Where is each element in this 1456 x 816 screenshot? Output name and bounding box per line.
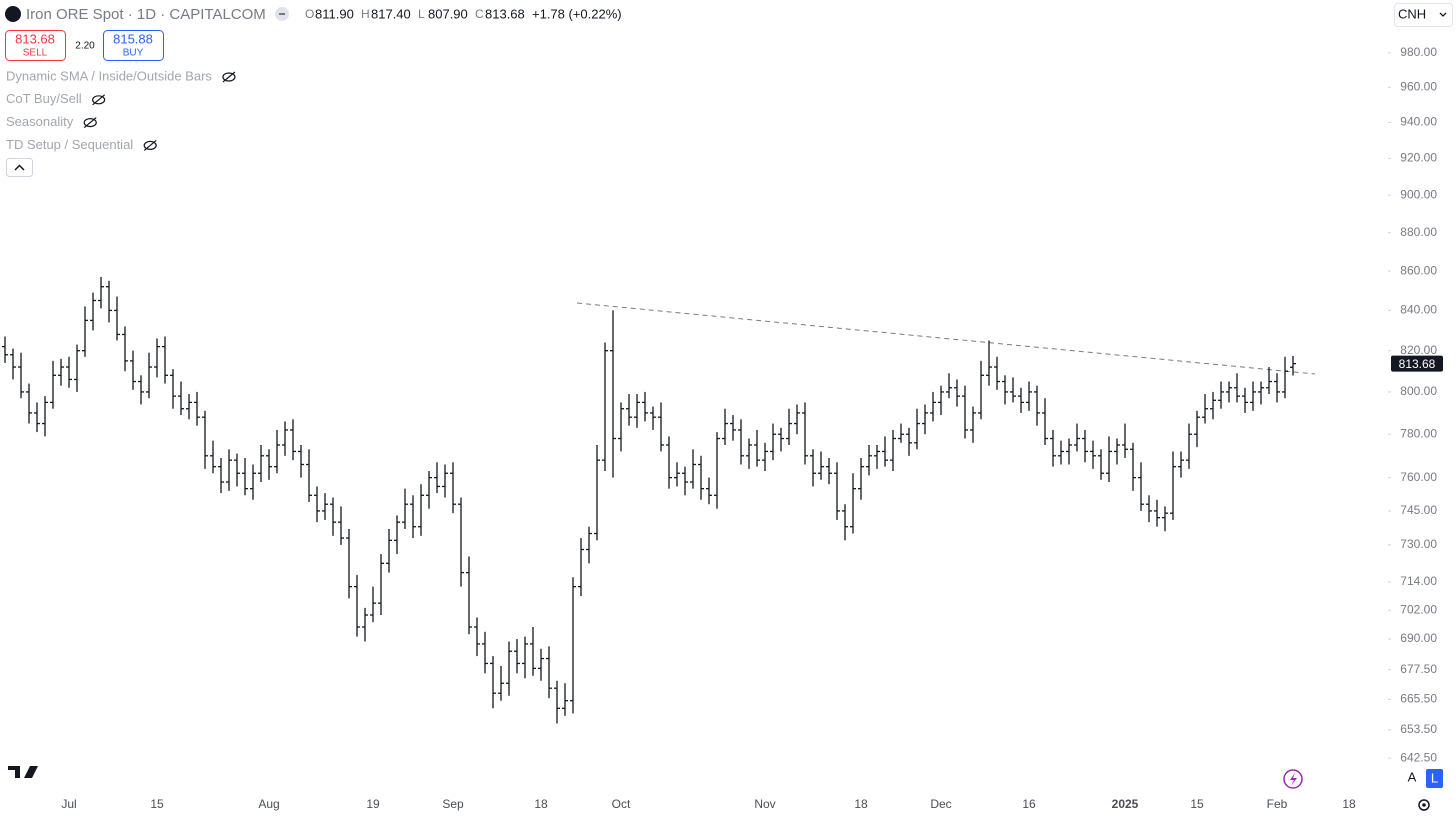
buy-price: 815.88	[113, 31, 153, 46]
y-tick-label: 840.00	[1400, 303, 1437, 317]
ohlc-value: 813.68	[485, 6, 525, 21]
eye-off-icon	[83, 117, 97, 128]
currency-button[interactable]	[1394, 3, 1453, 27]
indicator: TD Setup / Sequential	[6, 137, 133, 152]
last-price: 813.68	[1399, 357, 1436, 371]
sell-label: SELL	[23, 48, 48, 59]
x-tick-label: Feb	[1267, 797, 1288, 811]
y-tick-label: 745.00	[1400, 503, 1437, 517]
x-tick-label: 19	[366, 797, 380, 811]
log-scale: L	[1431, 770, 1438, 785]
eye-off-slash	[222, 71, 236, 83]
x-tick-label: Aug	[258, 797, 279, 811]
y-tick-label: 690.00	[1400, 631, 1437, 645]
y-tick-label: 920.00	[1400, 151, 1437, 165]
eye-off-slash	[92, 94, 106, 106]
eye-off-icon	[143, 140, 157, 150]
x-tick-label: Dec	[930, 797, 951, 811]
y-tick-label: 860.00	[1400, 263, 1437, 277]
y-tick-label: 714.00	[1400, 574, 1437, 588]
y-tick-label: 780.00	[1400, 426, 1437, 440]
eye-off-slash	[83, 117, 97, 129]
ohlc-label: C	[475, 7, 484, 21]
spread: 2.20	[75, 41, 95, 52]
x-tick-label: Jul	[61, 797, 76, 811]
ohlc-value: 807.90	[428, 6, 468, 21]
eye-off-icon	[92, 95, 106, 105]
change: +1.78 (+0.22%)	[532, 6, 622, 21]
currency: CNH	[1398, 6, 1426, 21]
x-tick-label: Sep	[442, 797, 464, 811]
y-tick-label: 677.50	[1400, 662, 1437, 676]
x-tick-label: 16	[1022, 797, 1036, 811]
y-tick-label: 880.00	[1400, 225, 1437, 239]
x-tick-label: 15	[1190, 797, 1204, 811]
y-tick-label: 980.00	[1400, 45, 1437, 59]
collapse-icon	[14, 164, 25, 171]
y-tick-label: 760.00	[1400, 470, 1437, 484]
trendline[interactable]	[576, 302, 1316, 375]
collapse-button[interactable]	[6, 158, 33, 177]
auto-scale[interactable]: A	[1408, 769, 1417, 784]
buy-button[interactable]	[103, 30, 164, 61]
settings-dot	[1422, 803, 1426, 807]
y-tick-label: 653.50	[1400, 722, 1437, 736]
x-tick-label: Nov	[754, 797, 775, 811]
settings-icon[interactable]	[1418, 799, 1430, 811]
symbol-title[interactable]: Iron ORE Spot · 1D · CAPITALCOM	[26, 6, 266, 23]
ohlc-label: L	[418, 7, 425, 21]
x-tick-label: 15	[150, 797, 164, 811]
eye-off-icon	[222, 72, 236, 82]
ohlc-value: 817.40	[371, 6, 411, 21]
ohlc-label: H	[361, 7, 370, 21]
currency-caret	[1439, 12, 1447, 17]
indicator: Dynamic SMA / Inside/Outside Bars	[6, 68, 212, 83]
lightning-icon	[1290, 773, 1297, 786]
y-tick-label: 940.00	[1400, 115, 1437, 129]
y-tick-label: 960.00	[1400, 79, 1437, 93]
y-tick-label: 730.00	[1400, 537, 1437, 551]
y-tick-label: 820.00	[1400, 343, 1437, 357]
y-tick-label: 900.00	[1400, 187, 1437, 201]
eye-off-slash	[143, 139, 157, 151]
y-tick-label: 702.00	[1400, 602, 1437, 616]
y-tick-label: 642.50	[1400, 750, 1437, 764]
tv-logo	[8, 766, 38, 778]
indicator: CoT Buy/Sell	[6, 91, 82, 106]
x-tick-label: 18	[1342, 797, 1356, 811]
ohlc-label: O	[305, 7, 314, 21]
sell-price: 813.68	[15, 31, 55, 46]
symbol-icon	[5, 6, 21, 22]
buy-label: BUY	[123, 48, 144, 59]
ohlc-value: 811.90	[315, 6, 354, 21]
last-price-box	[1391, 355, 1443, 372]
y-tick-label: 800.00	[1400, 384, 1437, 398]
indicator: Seasonality	[6, 114, 74, 129]
x-tick-label: 18	[854, 797, 868, 811]
log-scale-button[interactable]	[1426, 769, 1443, 788]
sell-button[interactable]	[5, 30, 66, 61]
x-tick-label: 18	[534, 797, 548, 811]
x-tick-label: 2025	[1112, 797, 1139, 811]
x-tick-label: Oct	[612, 797, 631, 811]
y-tick-label: 665.50	[1400, 692, 1437, 706]
